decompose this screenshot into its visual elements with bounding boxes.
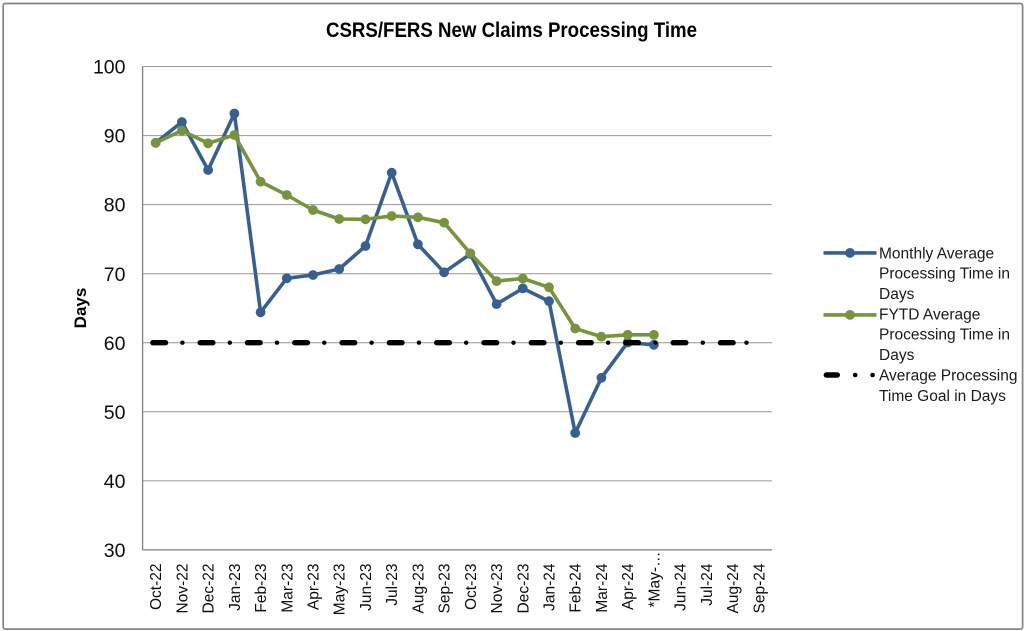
svg-text:Average Processing: Average Processing — [879, 367, 1017, 384]
svg-text:80: 80 — [104, 195, 126, 217]
svg-text:*May-…: *May-… — [646, 552, 663, 608]
svg-text:60: 60 — [104, 333, 126, 355]
svg-text:Aug-23: Aug-23 — [410, 564, 427, 614]
svg-text:Time Goal in Days: Time Goal in Days — [879, 388, 1006, 405]
svg-text:Jun-24: Jun-24 — [673, 563, 690, 611]
svg-text:Jul-24: Jul-24 — [699, 563, 716, 606]
svg-text:Apr-23: Apr-23 — [306, 564, 323, 611]
svg-text:Oct-22: Oct-22 — [148, 564, 165, 611]
svg-text:Feb-23: Feb-23 — [253, 564, 270, 613]
svg-text:Processing Time in: Processing Time in — [879, 327, 1010, 344]
svg-text:70: 70 — [104, 264, 126, 286]
svg-text:Monthly Average: Monthly Average — [879, 245, 994, 262]
svg-text:Sep-24: Sep-24 — [751, 563, 768, 613]
svg-text:Mar-23: Mar-23 — [279, 564, 296, 613]
svg-text:Sep-23: Sep-23 — [437, 564, 454, 614]
svg-text:Nov-23: Nov-23 — [489, 564, 506, 614]
svg-text:Aug-24: Aug-24 — [725, 563, 742, 613]
svg-text:Days: Days — [879, 347, 915, 364]
svg-text:Jan-24: Jan-24 — [542, 563, 559, 611]
svg-text:Nov-22: Nov-22 — [174, 564, 191, 614]
svg-text:Jul-23: Jul-23 — [384, 564, 401, 606]
svg-text:Dec-22: Dec-22 — [201, 564, 218, 614]
svg-text:Apr-24: Apr-24 — [620, 563, 637, 610]
svg-text:Jan-23: Jan-23 — [227, 564, 244, 611]
svg-text:CSRS/FERS New Claims Processin: CSRS/FERS New Claims Processing Time — [326, 18, 697, 42]
svg-text:Processing Time in: Processing Time in — [879, 266, 1010, 283]
svg-text:Dec-23: Dec-23 — [515, 564, 532, 614]
svg-text:Oct-23: Oct-23 — [463, 564, 480, 611]
svg-text:Feb-24: Feb-24 — [568, 563, 585, 612]
svg-text:Mar-24: Mar-24 — [594, 563, 611, 612]
svg-text:Jun-23: Jun-23 — [358, 564, 375, 611]
svg-text:90: 90 — [104, 126, 126, 148]
svg-text:100: 100 — [93, 57, 126, 79]
svg-text:FYTD Average: FYTD Average — [879, 306, 980, 323]
svg-text:Days: Days — [71, 288, 90, 329]
svg-text:May-23: May-23 — [332, 564, 349, 616]
svg-text:40: 40 — [104, 471, 126, 493]
svg-text:30: 30 — [104, 540, 126, 562]
svg-text:Days: Days — [879, 286, 915, 303]
svg-text:50: 50 — [104, 402, 126, 424]
